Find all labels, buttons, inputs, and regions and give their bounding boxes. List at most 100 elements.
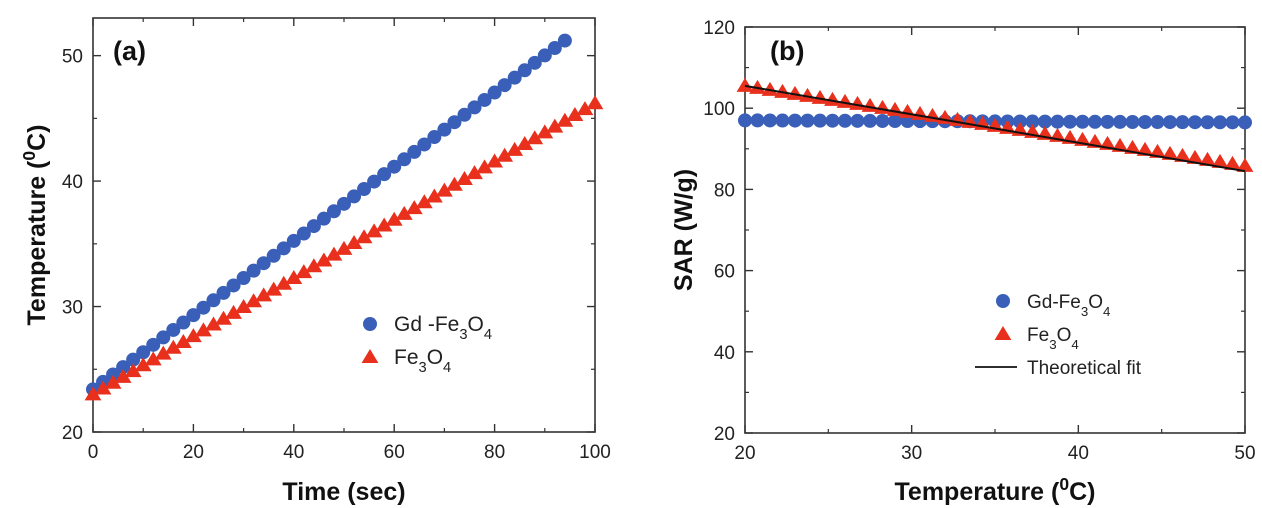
data-point (457, 107, 472, 122)
data-point (1149, 143, 1166, 158)
data-point (1013, 114, 1027, 129)
y-axis-title: SAR (W/g) (670, 169, 698, 291)
data-point (1063, 114, 1077, 129)
series-line (744, 84, 1246, 173)
legend-label-part: Fe (1027, 325, 1049, 346)
data-point (761, 81, 779, 96)
data-point (205, 316, 222, 331)
data-point (738, 113, 752, 128)
legend-label-part: Gd-Fe (1027, 292, 1081, 313)
data-point (1236, 157, 1254, 172)
legend-label-part: 4 (484, 327, 492, 343)
data-point (763, 113, 777, 128)
data-point (316, 211, 331, 226)
data-point (225, 304, 242, 319)
data-point (226, 278, 241, 293)
x-tick-label: 80 (484, 442, 505, 463)
data-point (1113, 114, 1127, 129)
data-point (527, 55, 542, 70)
data-point (325, 246, 343, 261)
data-point (144, 351, 162, 366)
data-point (536, 124, 554, 139)
data-point (116, 360, 131, 375)
x-tick-label: 30 (901, 443, 922, 464)
x-tick-label: 60 (384, 442, 405, 463)
data-point (476, 159, 493, 174)
data-point (497, 78, 512, 93)
data-point (146, 337, 161, 352)
legend-circle-swatch (363, 317, 377, 331)
series-triangle (84, 95, 604, 401)
data-point (415, 194, 433, 209)
data-point (365, 223, 383, 238)
data-point (385, 211, 403, 226)
data-point (586, 95, 604, 110)
data-point (265, 281, 283, 296)
legend-label-part: O (1057, 325, 1072, 346)
data-point (446, 176, 463, 191)
data-point (256, 256, 271, 271)
data-point (156, 330, 171, 345)
legend-label-part: O (1088, 292, 1103, 313)
legend-label-part: 3 (459, 327, 467, 343)
data-point (124, 363, 142, 378)
y-tick-label: 20 (714, 424, 735, 445)
data-point (825, 113, 840, 128)
data-point (106, 367, 121, 382)
data-point (164, 339, 182, 354)
data-point (813, 113, 827, 128)
data-point (750, 113, 765, 128)
data-point (1075, 114, 1090, 129)
data-point (315, 252, 333, 267)
data-point (1150, 115, 1165, 130)
data-point (557, 33, 572, 48)
legend-label: Gd-Fe3O4 (1027, 292, 1110, 319)
data-point (436, 182, 453, 197)
legend-label-part: Theoretical fit (1027, 358, 1142, 379)
legend-label-part: 4 (1071, 337, 1078, 352)
data-point (326, 204, 341, 219)
data-point (467, 100, 482, 115)
data-point (1238, 115, 1252, 130)
data-point (94, 380, 112, 395)
data-point (1225, 115, 1240, 130)
data-point (1025, 114, 1040, 129)
data-point (84, 386, 102, 401)
x-tick-label: 40 (283, 442, 304, 463)
data-point (367, 174, 382, 189)
data-point (566, 106, 584, 121)
series-circle (86, 33, 572, 397)
data-point (407, 144, 422, 159)
legend-circle-swatch (996, 294, 1010, 308)
data-point (335, 240, 353, 255)
data-point (1088, 114, 1102, 129)
data-point (337, 196, 351, 211)
data-point (788, 113, 802, 128)
series-circle (738, 113, 1252, 130)
data-point (104, 374, 122, 389)
data-point (477, 92, 492, 107)
data-point (1224, 155, 1241, 170)
data-point (456, 170, 473, 185)
legend-label-part: 3 (419, 360, 427, 376)
legend-label: Theoretical fit (1027, 358, 1142, 379)
data-point (861, 97, 879, 112)
data-point (850, 113, 865, 128)
data-point (437, 122, 452, 137)
legend-label: Gd -Fe3O4 (394, 313, 492, 343)
fit-line (744, 84, 1246, 173)
y-tick-label: 40 (62, 172, 83, 193)
data-point (507, 70, 522, 85)
data-point (899, 103, 916, 118)
data-point (526, 130, 544, 145)
panel-label: (a) (113, 36, 146, 66)
x-tick-label: 40 (1068, 443, 1089, 464)
data-point (447, 115, 462, 130)
data-point (186, 308, 201, 323)
x-axis-title-part: Time (sec) (282, 478, 405, 506)
data-point (849, 95, 866, 110)
data-point (1038, 114, 1052, 129)
data-point (799, 87, 816, 102)
